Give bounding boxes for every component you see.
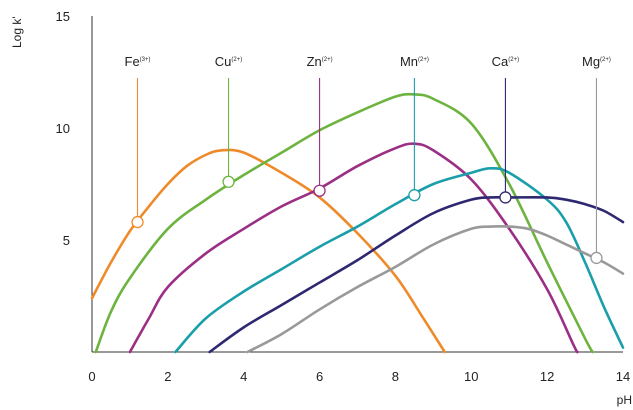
x-tick-label: 0 (88, 369, 95, 384)
series-line-cu (94, 92, 594, 354)
marker-fe (131, 215, 144, 229)
y-tick-label: 10 (56, 121, 70, 136)
series-label-zn: Zn(2+) (307, 54, 333, 69)
x-tick-label: 2 (164, 369, 171, 384)
x-tick-label: 10 (464, 369, 478, 384)
series-line-zn (128, 142, 579, 354)
x-axis-label: pH (617, 393, 632, 407)
series-label-cu: Cu(2+) (215, 54, 242, 69)
x-tick-label: 14 (616, 369, 630, 384)
marker-zn (313, 184, 326, 197)
marker-mg (590, 251, 603, 265)
marker-cu (222, 175, 235, 188)
x-tick-label: 4 (240, 369, 247, 384)
marker-mn (408, 189, 421, 202)
series-label-mn: Mn(2+) (400, 54, 429, 69)
y-tick-label: 5 (63, 233, 70, 248)
axes: 0 2 4 6 8 10 12 14 5 10 15 pH Log k' (10, 9, 632, 407)
x-tick-label: 12 (540, 369, 554, 384)
series-line-ca (208, 195, 625, 354)
x-tick-label: 8 (392, 369, 399, 384)
marker-ca (499, 191, 512, 204)
series-line-mn (174, 166, 625, 354)
series-labels: Fe(3+) Cu(2+) Zn(2+) Mn(2+) Ca(2+) Mg(2+) (125, 54, 611, 265)
y-tick-label: 15 (56, 9, 70, 24)
y-axis-label: Log k' (10, 16, 24, 48)
x-tick-label: 6 (316, 369, 323, 384)
series-label-mg: Mg(2+) (582, 54, 611, 69)
series-line-mg (246, 224, 625, 354)
series-line-fe (90, 148, 447, 354)
series-label-fe: Fe(3+) (125, 54, 151, 69)
series-label-ca: Ca(2+) (492, 54, 519, 69)
series-lines (90, 92, 625, 354)
